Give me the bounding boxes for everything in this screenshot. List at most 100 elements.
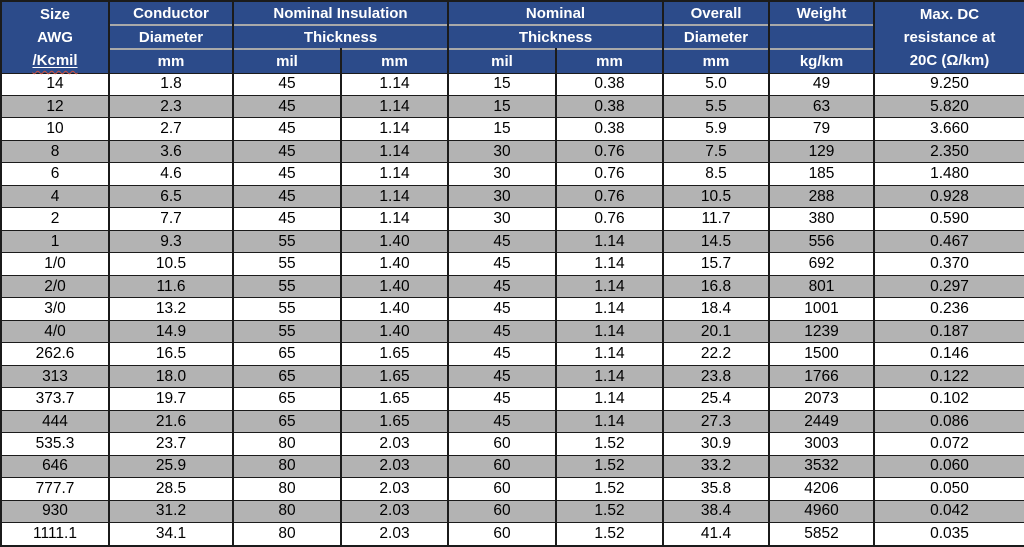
column-header-nominal-insulation: Nominal Insulation bbox=[232, 1, 449, 25]
table-cell: 16.5 bbox=[108, 342, 234, 366]
table-cell: 27.3 bbox=[662, 409, 770, 434]
table-row: 930 31.2 80 2.03 60 1.52 38.4 4960 0.042 bbox=[0, 499, 1024, 524]
table-cell: 3.6 bbox=[108, 139, 234, 164]
table-cell: 6.5 bbox=[108, 184, 234, 209]
table-cell: 1.40 bbox=[340, 229, 449, 254]
table-cell: 10 bbox=[0, 117, 110, 141]
table-cell: 2.7 bbox=[108, 117, 234, 141]
table-row: 10 2.7 45 1.14 15 0.38 5.9 79 3.660 bbox=[0, 117, 1024, 141]
table-cell: 1.8 bbox=[108, 72, 234, 96]
table-cell: 2.350 bbox=[873, 139, 1024, 164]
table-cell: 45 bbox=[232, 162, 342, 186]
table-cell: 2073 bbox=[768, 387, 875, 411]
table-cell: 15 bbox=[447, 72, 557, 96]
table-cell: 556 bbox=[768, 229, 875, 254]
table-cell: 646 bbox=[0, 454, 110, 479]
table-cell: 55 bbox=[232, 252, 342, 276]
unit-overall-mm: mm bbox=[662, 48, 770, 73]
table-cell: 7.5 bbox=[662, 139, 770, 164]
table-cell: 80 bbox=[232, 499, 342, 524]
table-cell: 9.3 bbox=[108, 229, 234, 254]
table-cell: 0.590 bbox=[873, 207, 1024, 231]
table-cell: 45 bbox=[447, 319, 557, 344]
table-row: 535.3 23.7 80 2.03 60 1.52 30.9 3003 0.072 bbox=[0, 432, 1024, 456]
table-cell: 15 bbox=[447, 94, 557, 119]
table-cell: 45 bbox=[232, 139, 342, 164]
table-cell: 1/0 bbox=[0, 252, 110, 276]
table-cell: 15 bbox=[447, 117, 557, 141]
table-cell: 1.14 bbox=[555, 252, 664, 276]
column-header-nominal: Nominal bbox=[447, 1, 664, 25]
table-cell: 28.5 bbox=[108, 477, 234, 501]
table-cell: 0.928 bbox=[873, 184, 1024, 209]
table-cell: 930 bbox=[0, 499, 110, 524]
table-cell: 1.14 bbox=[555, 342, 664, 366]
table-cell: 0.122 bbox=[873, 364, 1024, 389]
table-row: 262.6 16.5 65 1.65 45 1.14 22.2 1500 0.146 bbox=[0, 342, 1024, 366]
column-header-max-dc-resistance: Max. DC resistance at 20C (Ω/km) bbox=[873, 1, 1024, 73]
subheader-weight-blank bbox=[768, 24, 875, 49]
table-row: 1111.1 34.1 80 2.03 60 1.52 41.4 5852 0.035 bbox=[0, 522, 1024, 547]
table-cell: 45 bbox=[447, 409, 557, 434]
table-cell: 25.4 bbox=[662, 387, 770, 411]
table-cell: 0.76 bbox=[555, 184, 664, 209]
table-cell: 1.14 bbox=[340, 162, 449, 186]
unit-weight-kg-km: kg/km bbox=[768, 48, 875, 73]
table-cell: 20.1 bbox=[662, 319, 770, 344]
table-cell: 7.7 bbox=[108, 207, 234, 231]
table-cell: 30.9 bbox=[662, 432, 770, 456]
table-cell: 129 bbox=[768, 139, 875, 164]
table-cell: 80 bbox=[232, 432, 342, 456]
table-row: 14 1.8 45 1.14 15 0.38 5.0 49 9.250 bbox=[0, 72, 1024, 96]
table-cell: 0.76 bbox=[555, 139, 664, 164]
table-cell: 55 bbox=[232, 319, 342, 344]
table-cell: 1.480 bbox=[873, 162, 1024, 186]
table-cell: 65 bbox=[232, 342, 342, 366]
table-cell: 45 bbox=[232, 117, 342, 141]
table-cell: 38.4 bbox=[662, 499, 770, 524]
unit-nominal-mil: mil bbox=[447, 48, 557, 73]
size-line-2: AWG bbox=[37, 28, 73, 46]
table-cell: 33.2 bbox=[662, 454, 770, 479]
header-row-2: Diameter Thickness Thickness Diameter bbox=[1, 24, 1024, 49]
table-cell: 1001 bbox=[768, 297, 875, 321]
table-cell: 3003 bbox=[768, 432, 875, 456]
table-cell: 55 bbox=[232, 274, 342, 299]
table-cell: 30 bbox=[447, 184, 557, 209]
table-cell: 0.050 bbox=[873, 477, 1024, 501]
table-cell: 2.03 bbox=[340, 432, 449, 456]
table-cell: 1.14 bbox=[555, 319, 664, 344]
table-cell: 1 bbox=[0, 229, 110, 254]
table-cell: 4960 bbox=[768, 499, 875, 524]
table-cell: 1.14 bbox=[340, 139, 449, 164]
table-cell: 777.7 bbox=[0, 477, 110, 501]
table-cell: 18.0 bbox=[108, 364, 234, 389]
table-cell: 55 bbox=[232, 297, 342, 321]
table-cell: 80 bbox=[232, 477, 342, 501]
column-header-overall: Overall bbox=[662, 1, 770, 25]
table-cell: 23.8 bbox=[662, 364, 770, 389]
table-cell: 0.76 bbox=[555, 162, 664, 186]
table-cell: 0.060 bbox=[873, 454, 1024, 479]
table-cell: 25.9 bbox=[108, 454, 234, 479]
table-body: 14 1.8 45 1.14 15 0.38 5.0 49 9.250 12 2.3 45 1.14 15… bbox=[0, 72, 1024, 547]
max-dc-line-2: resistance at bbox=[903, 28, 996, 46]
table-row: 4 6.5 45 1.14 30 0.76 10.5 288 0.928 bbox=[0, 184, 1024, 209]
table-cell: 45 bbox=[232, 94, 342, 119]
table-cell: 0.370 bbox=[873, 252, 1024, 276]
table-cell: 45 bbox=[232, 72, 342, 96]
table-row: 646 25.9 80 2.03 60 1.52 33.2 3532 0.060 bbox=[0, 454, 1024, 479]
table-cell: 2 bbox=[0, 207, 110, 231]
table-cell: 3532 bbox=[768, 454, 875, 479]
table-cell: 5.0 bbox=[662, 72, 770, 96]
table-cell: 60 bbox=[447, 522, 557, 547]
table-cell: 444 bbox=[0, 409, 110, 434]
table-cell: 2/0 bbox=[0, 274, 110, 299]
table-cell: 45 bbox=[447, 274, 557, 299]
table-cell: 22.2 bbox=[662, 342, 770, 366]
table-cell: 1766 bbox=[768, 364, 875, 389]
table-cell: 18.4 bbox=[662, 297, 770, 321]
table-cell: 45 bbox=[447, 297, 557, 321]
table-cell: 373.7 bbox=[0, 387, 110, 411]
table-row: 373.7 19.7 65 1.65 45 1.14 25.4 2073 0.102 bbox=[0, 387, 1024, 411]
